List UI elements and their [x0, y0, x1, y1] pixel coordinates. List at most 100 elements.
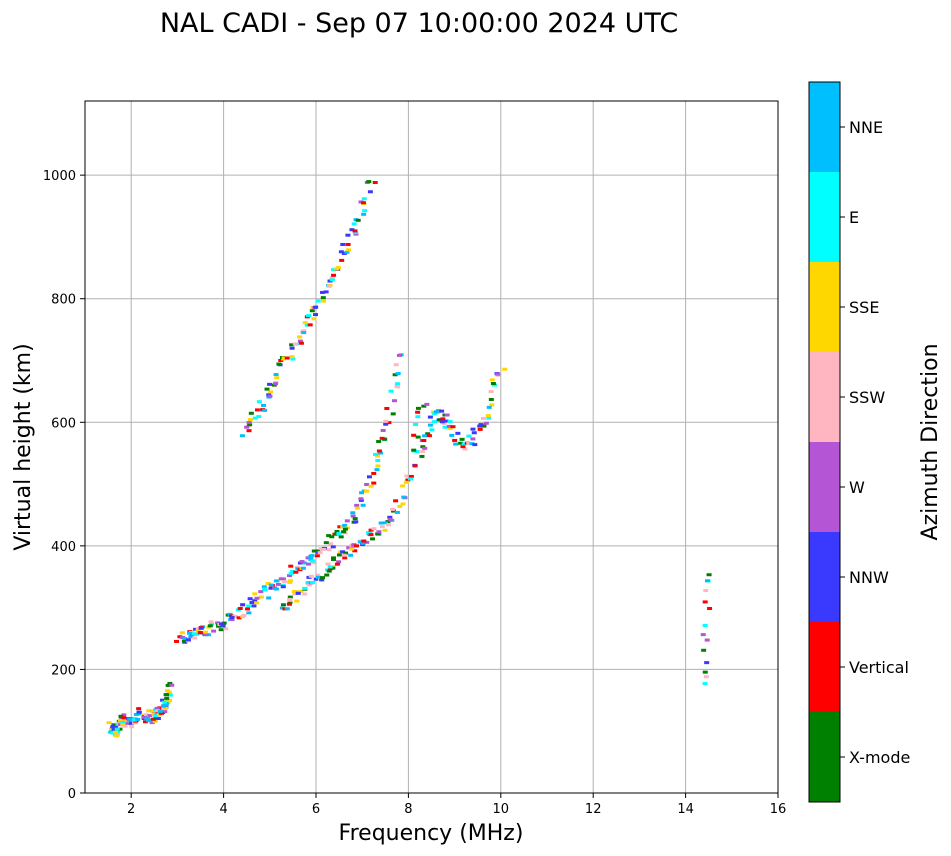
echo-point: [425, 432, 431, 436]
echo-point: [182, 637, 188, 641]
echo-point: [314, 573, 320, 577]
echo-point: [361, 197, 367, 201]
echo-point: [383, 422, 389, 426]
echo-point: [477, 424, 483, 428]
echo-point: [136, 712, 142, 716]
x-tick-label: 6: [312, 802, 320, 817]
echo-point: [481, 424, 487, 428]
echo-point: [198, 626, 204, 630]
colorbar-category-label: NNE: [849, 118, 883, 137]
echo-point: [306, 314, 312, 318]
echo-point: [313, 577, 319, 581]
echo-point: [258, 595, 264, 599]
echo-point: [432, 412, 438, 416]
echo-point: [117, 727, 123, 731]
echo-point: [313, 313, 319, 317]
echo-point: [431, 410, 437, 414]
echo-point: [357, 540, 363, 544]
echo-point: [411, 448, 417, 452]
echo-point: [413, 422, 419, 426]
echo-point: [320, 576, 326, 580]
echo-point: [288, 579, 294, 583]
echo-point: [382, 528, 388, 532]
echo-point: [160, 698, 166, 702]
echo-point: [704, 638, 710, 642]
echo-point: [244, 425, 250, 429]
x-tick-label: 4: [219, 802, 227, 817]
plot-frame: [84, 100, 779, 794]
echo-point: [313, 305, 319, 309]
echo-point: [223, 627, 229, 631]
echo-point: [273, 382, 279, 386]
echo-point: [338, 535, 344, 539]
echo-point: [265, 582, 271, 586]
echo-point: [192, 636, 198, 640]
echo-point: [298, 589, 304, 593]
echo-point: [328, 542, 334, 546]
echo-point: [287, 580, 293, 584]
echo-point: [335, 266, 341, 270]
echo-point: [379, 525, 385, 529]
echo-point: [387, 515, 393, 519]
echo-point: [352, 231, 358, 235]
echo-point: [419, 454, 425, 458]
echo-point: [364, 489, 370, 493]
echo-point: [289, 355, 295, 359]
echo-point: [268, 586, 274, 590]
echo-point: [360, 503, 366, 507]
echo-point: [415, 406, 421, 410]
echo-point: [310, 559, 316, 563]
echo-point: [288, 571, 294, 575]
echo-point: [135, 717, 141, 721]
echo-point: [371, 481, 377, 485]
echo-point: [278, 358, 284, 362]
echo-point: [151, 711, 157, 715]
echo-point: [162, 710, 168, 714]
echo-point: [358, 498, 364, 502]
echo-point: [366, 180, 372, 184]
echo-point: [420, 445, 426, 449]
echo-point: [252, 592, 258, 596]
echo-point: [297, 339, 303, 343]
echo-point: [349, 547, 355, 551]
echo-point: [364, 540, 370, 544]
echo-point: [329, 278, 335, 282]
echo-point: [424, 402, 430, 406]
echo-point: [306, 562, 312, 566]
echo-point: [247, 423, 253, 427]
echo-point: [342, 523, 348, 527]
echo-point: [702, 682, 708, 686]
echo-point: [284, 356, 290, 360]
echo-point: [143, 713, 149, 717]
echo-point: [443, 419, 449, 423]
echo-point: [308, 557, 314, 561]
echo-point: [349, 545, 355, 549]
echo-point: [293, 570, 299, 574]
echo-point: [329, 276, 335, 280]
echo-point: [391, 399, 397, 403]
echo-point: [157, 709, 163, 713]
echo-point: [488, 390, 494, 394]
grid-lines: [85, 101, 778, 793]
echo-point: [346, 248, 352, 252]
echo-point: [336, 553, 342, 557]
echo-point: [237, 606, 243, 610]
echo-point: [455, 431, 461, 435]
echo-point: [364, 482, 370, 486]
echo-point: [342, 556, 348, 560]
echo-point: [211, 629, 217, 633]
colorbar-segment: [809, 442, 840, 532]
echo-point: [489, 403, 495, 407]
echo-point: [239, 434, 245, 438]
echo-point: [208, 620, 214, 624]
echo-point: [215, 621, 221, 625]
colorbar-category-label: E: [849, 208, 859, 227]
echo-point: [218, 622, 224, 626]
echo-point: [344, 519, 350, 523]
echo-point: [385, 520, 391, 524]
echo-point: [132, 717, 138, 721]
echo-point: [336, 532, 342, 536]
echo-point: [321, 547, 327, 551]
x-tick-label: 16: [770, 802, 787, 817]
echo-point: [345, 233, 351, 237]
